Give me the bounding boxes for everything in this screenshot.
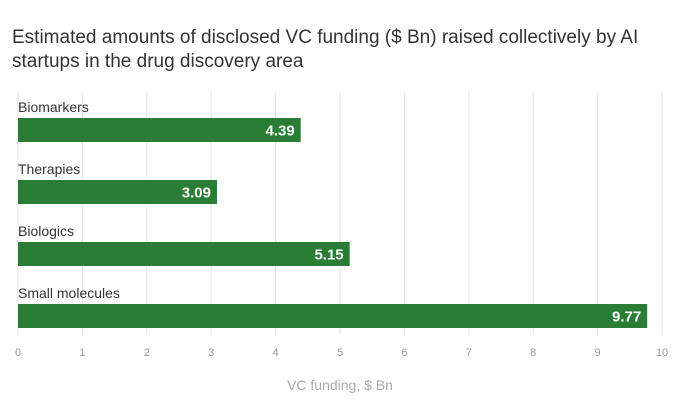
value-label: 4.39 [266,123,295,140]
chart-title: Estimated amounts of disclosed VC fundin… [12,27,639,72]
x-axis-title: VC funding, $ Bn [287,377,393,393]
bar [18,242,350,266]
x-tick-label: 6 [401,347,407,359]
x-tick-label: 7 [466,347,472,359]
value-label: 5.15 [314,247,343,264]
x-tick-label: 9 [595,347,601,359]
x-tick-label: 10 [656,347,668,359]
x-axis-ticks: 0 1 2 3 4 5 6 7 8 9 10 [15,347,668,359]
x-tick-label: 2 [144,347,150,359]
value-label: 9.77 [612,309,641,326]
x-tick-label: 3 [208,347,214,359]
value-label: 3.09 [182,185,211,202]
x-tick-label: 5 [337,347,343,359]
x-tick-label: 4 [273,347,279,359]
category-label: Therapies [18,161,80,177]
x-tick-label: 8 [530,347,536,359]
bar [18,304,648,328]
category-label: Biologics [18,223,74,239]
category-label: Biomarkers [18,99,89,115]
x-tick-label: 0 [15,347,21,359]
category-label: Small molecules [18,285,120,301]
bars: Biomarkers 4.39 Therapies 3.09 Biologics 5.15… [18,99,648,328]
bar [18,180,217,204]
x-tick-label: 1 [79,347,85,359]
bar [18,118,301,142]
